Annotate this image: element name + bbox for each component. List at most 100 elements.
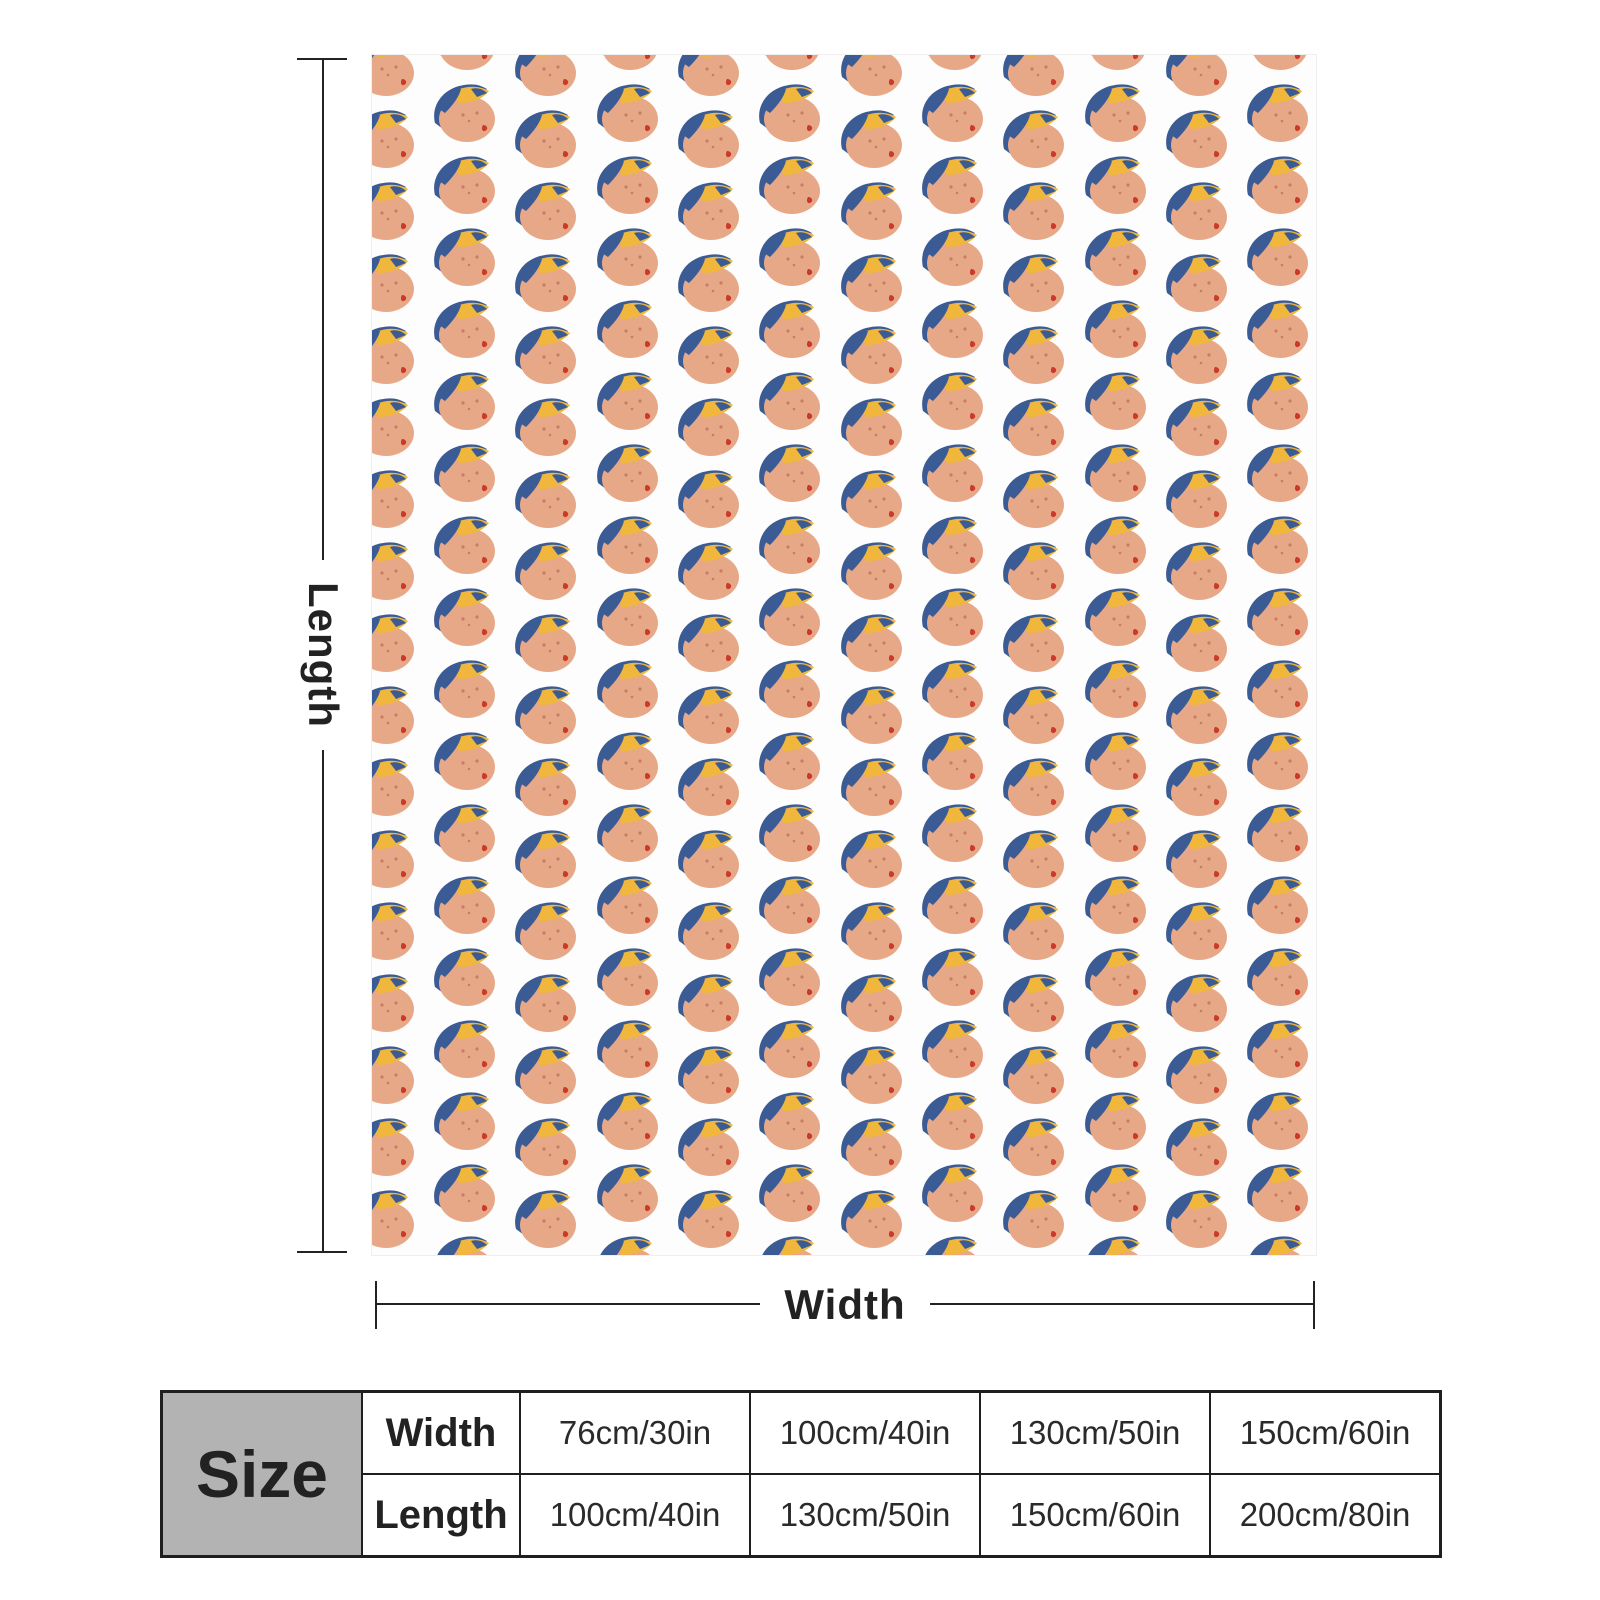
boy-head-with-cap-icon — [1247, 948, 1308, 1006]
boy-head-with-cap-icon — [841, 1190, 902, 1248]
boy-head-with-cap-icon — [434, 660, 495, 718]
size-cell: 76cm/30in — [519, 1390, 751, 1475]
boy-head-with-cap-icon — [1085, 156, 1146, 214]
boy-head-with-cap-icon — [434, 1020, 495, 1078]
boy-head-with-cap-icon — [434, 948, 495, 1006]
boy-head-with-cap-icon — [841, 542, 902, 600]
boy-head-with-cap-icon — [922, 228, 983, 286]
boy-head-with-cap-icon — [1166, 902, 1227, 960]
boy-head-with-cap-icon — [678, 830, 739, 888]
boy-head-with-cap-icon — [372, 110, 414, 168]
boy-head-with-cap-icon — [372, 902, 414, 960]
boy-head-with-cap-icon — [515, 614, 576, 672]
boy-head-with-cap-icon — [1003, 974, 1064, 1032]
boy-head-with-cap-icon — [759, 1164, 820, 1222]
boy-head-with-cap-icon — [922, 516, 983, 574]
boy-head-with-cap-icon — [1085, 84, 1146, 142]
boy-head-with-cap-icon — [841, 182, 902, 240]
boy-head-with-cap-icon — [372, 974, 414, 1032]
boy-head-with-cap-icon — [515, 1190, 576, 1248]
boy-head-with-cap-icon — [372, 758, 414, 816]
boy-head-with-cap-icon — [678, 1190, 739, 1248]
boy-head-with-cap-icon — [372, 830, 414, 888]
boy-head-with-cap-icon — [1003, 1190, 1064, 1248]
size-cell: 130cm/50in — [979, 1390, 1211, 1475]
boy-head-with-cap-icon — [1085, 1236, 1146, 1255]
boy-head-with-cap-icon — [372, 398, 414, 456]
boy-head-with-cap-icon — [1085, 660, 1146, 718]
boy-head-with-cap-icon — [515, 1046, 576, 1104]
boy-head-with-cap-icon — [434, 444, 495, 502]
boy-head-with-cap-icon — [922, 300, 983, 358]
boy-head-with-cap-icon — [678, 470, 739, 528]
boy-head-with-cap-icon — [922, 876, 983, 934]
boy-head-with-cap-icon — [434, 300, 495, 358]
boy-head-with-cap-icon — [597, 55, 658, 70]
boy-head-with-cap-icon — [434, 84, 495, 142]
boy-head-with-cap-icon — [597, 444, 658, 502]
boy-head-with-cap-icon — [841, 398, 902, 456]
width-dimension-cap-left — [375, 1281, 377, 1329]
boy-head-with-cap-icon — [922, 948, 983, 1006]
boy-head-with-cap-icon — [434, 55, 495, 70]
boy-head-with-cap-icon — [1085, 1020, 1146, 1078]
boy-head-with-cap-icon — [515, 110, 576, 168]
boy-head-with-cap-icon — [1247, 588, 1308, 646]
width-label-gap — [760, 1280, 930, 1330]
boy-head-with-cap-icon — [515, 55, 576, 96]
boy-head-with-cap-icon — [678, 326, 739, 384]
boy-head-with-cap-icon — [515, 542, 576, 600]
boy-head-with-cap-icon — [515, 470, 576, 528]
boy-head-with-cap-icon — [372, 614, 414, 672]
size-table-row-width: Size Width 76cm/30in 100cm/40in 130cm/50… — [160, 1390, 1442, 1558]
boy-head-with-cap-icon — [1166, 614, 1227, 672]
boy-head-with-cap-icon — [515, 1118, 576, 1176]
boy-head-with-cap-icon — [1166, 1190, 1227, 1248]
boy-head-with-cap-icon — [922, 444, 983, 502]
boy-head-with-cap-icon — [597, 84, 658, 142]
boy-head-with-cap-icon — [1003, 686, 1064, 744]
boy-head-with-cap-icon — [1085, 1092, 1146, 1150]
boy-head-with-cap-icon — [922, 84, 983, 142]
boy-head-with-cap-icon — [597, 588, 658, 646]
boy-head-with-cap-icon — [678, 902, 739, 960]
boy-head-with-cap-icon — [1085, 516, 1146, 574]
boy-head-with-cap-icon — [678, 1118, 739, 1176]
boy-head-with-cap-icon — [1247, 876, 1308, 934]
boy-head-with-cap-icon — [1085, 55, 1146, 70]
boy-head-with-cap-icon — [678, 974, 739, 1032]
boy-head-with-cap-icon — [1003, 398, 1064, 456]
boy-head-with-cap-icon — [1166, 1046, 1227, 1104]
size-cell: 150cm/60in — [1209, 1390, 1442, 1475]
boy-head-with-cap-icon — [1247, 804, 1308, 862]
boy-head-with-cap-icon — [1166, 758, 1227, 816]
boy-head-with-cap-icon — [1003, 55, 1064, 96]
boy-head-with-cap-icon — [372, 1118, 414, 1176]
boy-head-with-cap-icon — [1247, 732, 1308, 790]
boy-head-with-cap-icon — [922, 588, 983, 646]
boy-head-with-cap-icon — [1085, 876, 1146, 934]
boy-head-with-cap-icon — [434, 1092, 495, 1150]
boy-head-with-cap-icon — [515, 830, 576, 888]
boy-head-with-cap-icon — [841, 326, 902, 384]
boy-head-with-cap-icon — [1003, 470, 1064, 528]
boy-head-with-cap-icon — [597, 1020, 658, 1078]
length-dimension-label: Length — [300, 582, 347, 728]
size-cell: 100cm/40in — [519, 1473, 751, 1558]
boy-head-with-cap-icon — [1166, 110, 1227, 168]
boy-head-with-cap-icon — [1003, 614, 1064, 672]
boy-head-with-cap-icon — [1247, 1236, 1308, 1255]
size-row-label-width: Width — [361, 1390, 521, 1475]
boy-head-with-cap-icon — [841, 254, 902, 312]
blanket-pattern — [372, 55, 1308, 1255]
boy-head-with-cap-icon — [597, 732, 658, 790]
boy-head-with-cap-icon — [1247, 1092, 1308, 1150]
boy-head-with-cap-icon — [759, 300, 820, 358]
boy-head-with-cap-icon — [597, 1236, 658, 1255]
boy-head-with-cap-icon — [515, 326, 576, 384]
boy-head-with-cap-icon — [597, 1092, 658, 1150]
boy-head-with-cap-icon — [597, 876, 658, 934]
size-cell: 150cm/60in — [979, 1473, 1211, 1558]
boy-head-with-cap-icon — [922, 804, 983, 862]
boy-head-with-cap-icon — [434, 1164, 495, 1222]
